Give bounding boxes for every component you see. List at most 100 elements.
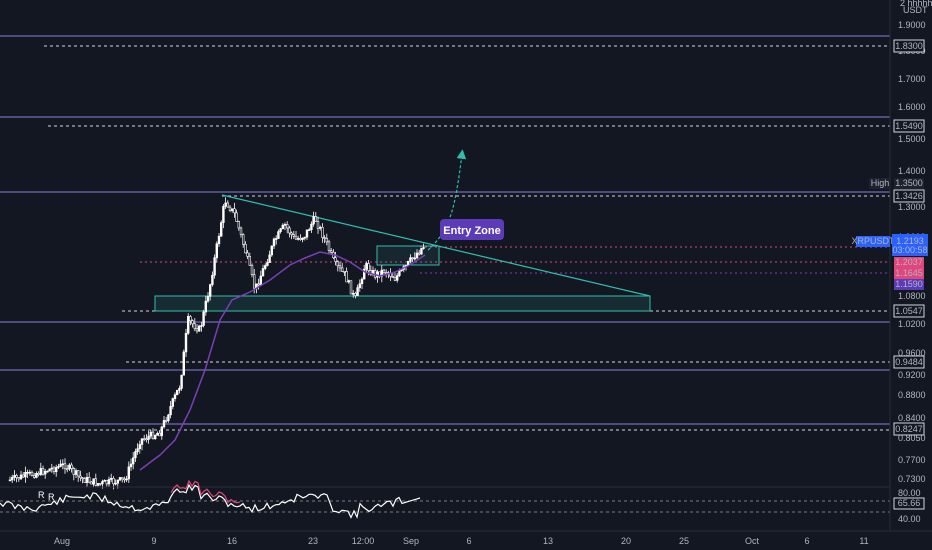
candle [296, 235, 300, 241]
symbol-tag-bg [856, 236, 890, 247]
candle [228, 205, 232, 213]
candle [79, 470, 82, 482]
candle [136, 443, 139, 455]
rsi-line[interactable] [0, 483, 421, 519]
candle [171, 397, 174, 410]
candle [345, 267, 348, 283]
candle [299, 234, 302, 241]
candle [206, 292, 210, 303]
candle [351, 289, 355, 298]
price-tick: 0.8050 [898, 433, 926, 443]
candle [114, 479, 117, 486]
rsi-overbought-segment [170, 479, 241, 504]
price-tick: 0.7700 [898, 455, 926, 465]
candle [215, 241, 218, 263]
candle [37, 471, 40, 477]
candle [57, 463, 60, 470]
candle [312, 211, 315, 227]
candle [99, 482, 102, 487]
candle [13, 470, 16, 481]
candle [242, 233, 245, 248]
candle [382, 268, 386, 275]
candle [52, 466, 56, 475]
current-price-badge[interactable]: XRPUSDT 1.2193 03:00:58 [851, 234, 928, 256]
candle [123, 476, 126, 483]
support-zone[interactable] [154, 295, 651, 312]
candle [59, 459, 62, 468]
price-tick: 1.9000 [898, 20, 926, 30]
candle [217, 233, 221, 247]
candle [274, 235, 278, 245]
candle [127, 461, 131, 483]
candle [110, 473, 113, 483]
candle [129, 458, 133, 471]
candle [140, 438, 144, 451]
candle [39, 462, 43, 476]
price-tick: 0.8800 [898, 390, 926, 400]
rsi-letter: R [38, 490, 45, 500]
high-tag: High 1.3500 [869, 178, 924, 189]
candle [336, 260, 339, 272]
ma-badge-text: 1.2037 [895, 257, 923, 267]
candle [281, 223, 284, 230]
price-tick: 0.9600 [898, 348, 926, 358]
time-tick: 25 [679, 536, 689, 546]
triangle-resistance-line[interactable] [221, 194, 651, 297]
candle [200, 321, 203, 332]
candle [132, 451, 135, 470]
high-value-bg [894, 178, 924, 189]
price-badge-bg [892, 234, 928, 256]
candle [154, 434, 157, 440]
time-tick: 6 [804, 536, 809, 546]
candle [292, 230, 295, 239]
candle [237, 220, 240, 231]
level-badge-text: 1.3426 [895, 191, 923, 201]
candle [180, 374, 183, 391]
candle [248, 252, 251, 266]
time-axis[interactable]: Aug 9 16 23 12:00 Sep 6 13 20 25 Oct 6 11 [0, 530, 932, 546]
price-axis[interactable]: 2 hhhhh USDT 1.90001.80001.70001.60001.5… [889, 0, 932, 530]
candle [26, 469, 29, 479]
ma-badge [894, 257, 924, 268]
candle [360, 277, 364, 290]
candle [85, 473, 89, 487]
candle [30, 470, 34, 477]
candle [209, 283, 212, 301]
ma-badge-text: 1.1645 [895, 268, 923, 278]
candle [239, 226, 243, 238]
candle [415, 249, 419, 259]
candle [162, 416, 166, 429]
price-tick: 1.0200 [898, 319, 926, 329]
candle [191, 319, 194, 328]
candle [204, 295, 207, 316]
horizontal-level-lines [0, 35, 890, 425]
time-tick: Aug [54, 536, 70, 546]
candle [48, 468, 51, 472]
candle [35, 471, 38, 479]
level-badge [893, 422, 925, 436]
price-tick: 0.8400 [898, 413, 926, 423]
candle [417, 249, 421, 256]
candle [422, 243, 425, 250]
candle [92, 478, 95, 488]
current-price-value: 1.2193 [896, 236, 924, 246]
candle [279, 227, 282, 234]
candle [19, 470, 23, 480]
candle [349, 280, 353, 295]
candle [32, 472, 36, 479]
time-tick: Sep [403, 536, 419, 546]
candle [184, 328, 188, 358]
candle [246, 249, 249, 260]
candle [327, 239, 331, 255]
moving-average-line[interactable] [139, 251, 426, 471]
entry-zone-label[interactable]: Entry Zone [440, 219, 504, 240]
level-badge-text: 0.9484 [895, 357, 923, 367]
candle [325, 233, 328, 246]
candle [94, 473, 98, 487]
candle [96, 483, 100, 488]
candle [187, 313, 190, 335]
projection-arrow[interactable] [427, 149, 467, 251]
